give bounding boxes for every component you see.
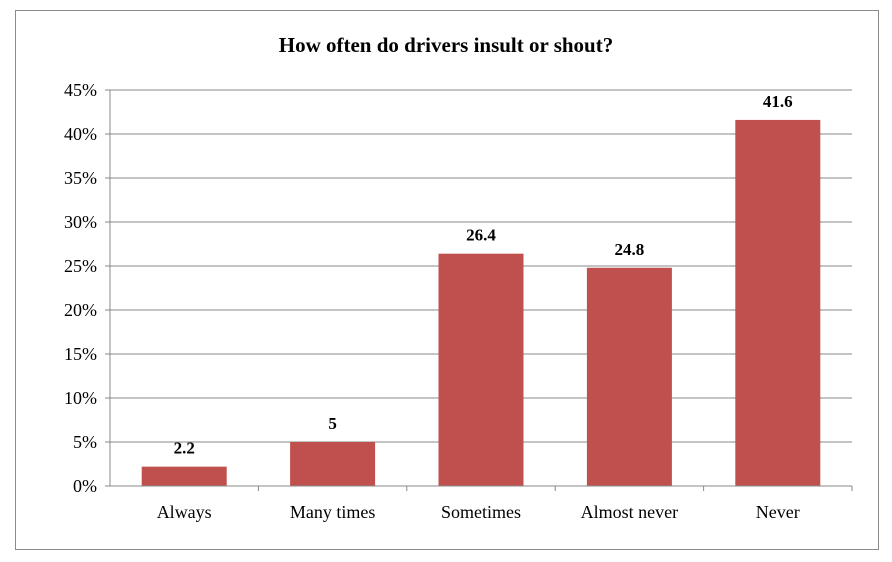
bar [735,119,821,487]
bar [141,466,227,486]
y-tick-label: 40% [64,124,97,144]
gridlines [110,89,852,443]
data-label: 2.2 [174,439,195,458]
x-tick-label: Many times [290,502,376,522]
data-label: 26.4 [466,226,496,245]
data-labels: 2.2 5 26.4 24.8 41.6 [174,92,793,458]
x-tick-label: Sometimes [441,502,521,522]
chart-title: How often do drivers insult or shout? [279,33,613,57]
y-tick-label: 10% [64,388,97,408]
bar [290,442,376,486]
data-label: 41.6 [763,92,793,111]
y-tick-label: 30% [64,212,97,232]
y-tick-label: 0% [73,476,97,496]
y-tick-label: 25% [64,256,97,276]
y-tick-label: 45% [64,80,97,100]
x-tick-label: Never [756,502,800,522]
data-label: 24.8 [615,240,645,259]
y-tick-label: 15% [64,344,97,364]
x-axis-categories: Always Many times Sometimes Almost never Nev… [157,486,853,522]
y-axis-ticks: 0% 5% 10% 15% 20% 25% 30% 35% 40% 45% [64,80,110,496]
bar [586,267,672,486]
x-tick-label: Always [157,502,212,522]
bars [141,119,821,487]
data-label: 5 [328,414,337,433]
y-tick-label: 35% [64,168,97,188]
bar [438,253,524,486]
x-tick-label: Almost never [581,502,678,522]
y-tick-label: 5% [73,432,97,452]
y-tick-label: 20% [64,300,97,320]
